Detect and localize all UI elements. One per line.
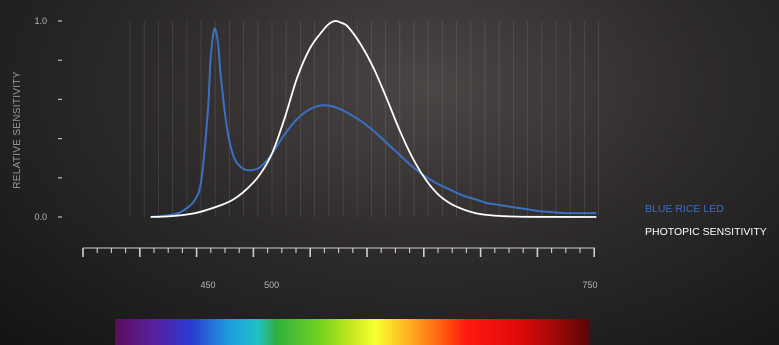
series-layer (150, 20, 597, 218)
legend-entry: PHOTOPIC SENSITIVITY (645, 226, 767, 238)
x-axis: 450 500 750 (82, 247, 598, 290)
x-tick-label: 500 (264, 280, 279, 290)
x-tick-label: 450 (200, 280, 215, 290)
y-tick-label: 1.0 (34, 16, 47, 26)
series-line-photopic-sensitivity (150, 20, 597, 218)
y-axis: 0.0 1.0 (34, 16, 62, 222)
y-axis-title: RELATIVE SENSITIVITY (12, 71, 23, 189)
legend: BLUE RICE LED PHOTOPIC SENSITIVITY (645, 203, 767, 238)
legend-entry: BLUE RICE LED (645, 203, 724, 215)
y-tick-label: 0.0 (34, 212, 47, 222)
vertical-grid (129, 21, 599, 217)
x-tick-label: 750 (582, 280, 597, 290)
visible-spectrum-bar (115, 319, 589, 345)
series-line-blue-rice-led (150, 27, 597, 218)
